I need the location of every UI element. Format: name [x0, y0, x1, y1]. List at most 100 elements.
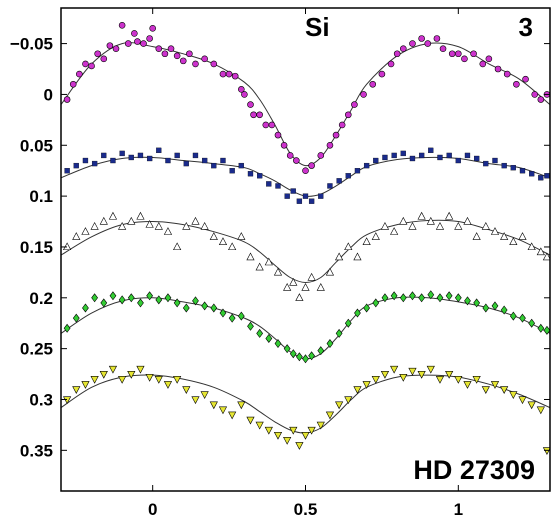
data-point — [353, 252, 362, 261]
data-point — [391, 152, 397, 159]
data-point — [266, 181, 272, 187]
data-point — [192, 296, 199, 306]
data-point — [500, 305, 508, 315]
data-point — [351, 101, 358, 108]
data-point — [154, 376, 163, 384]
data-point — [91, 160, 98, 167]
data-point — [302, 193, 309, 199]
data-point — [418, 152, 425, 159]
data-point — [174, 152, 180, 159]
data-point — [118, 376, 127, 384]
data-point — [219, 308, 227, 318]
x-tick-label: 1 — [454, 500, 463, 519]
data-point — [332, 131, 340, 139]
data-points — [63, 21, 550, 455]
data-point — [381, 293, 389, 303]
data-point — [518, 396, 527, 405]
data-point — [149, 25, 156, 32]
data-point — [264, 426, 273, 435]
data-point — [237, 311, 245, 321]
data-point — [127, 370, 136, 379]
data-point — [325, 411, 335, 420]
data-point — [461, 55, 468, 63]
data-point — [101, 152, 107, 159]
data-point — [182, 221, 191, 230]
data-point — [81, 227, 90, 235]
data-point — [537, 323, 545, 333]
data-point — [63, 323, 71, 333]
data-point — [200, 221, 209, 230]
data-point — [73, 162, 79, 169]
data-point — [231, 72, 239, 80]
data-point — [200, 391, 209, 400]
data-point — [296, 352, 303, 362]
data-point — [91, 293, 98, 303]
element-label: Si — [305, 12, 330, 42]
data-point — [155, 295, 163, 305]
data-point — [228, 313, 236, 323]
data-point — [417, 211, 426, 220]
data-point — [64, 168, 70, 174]
data-point — [492, 157, 498, 164]
data-point — [82, 157, 89, 164]
data-point — [335, 401, 344, 410]
data-point — [145, 374, 154, 382]
data-point — [519, 168, 526, 174]
data-point — [408, 221, 417, 230]
data-point — [408, 367, 417, 376]
data-point — [439, 45, 447, 52]
data-point — [173, 298, 181, 308]
data-point — [164, 293, 172, 303]
data-point — [289, 426, 298, 435]
data-point — [201, 157, 208, 164]
data-point — [247, 171, 254, 177]
data-point — [220, 157, 226, 164]
data-point — [353, 386, 362, 394]
data-point — [284, 193, 290, 199]
data-point — [418, 35, 425, 42]
data-point — [473, 298, 481, 308]
data-point — [378, 70, 386, 78]
data-point — [108, 211, 118, 220]
data-point — [210, 60, 218, 68]
data-point — [536, 406, 545, 415]
data-point — [136, 211, 145, 220]
fit-curve-1 — [61, 42, 550, 167]
data-point — [256, 328, 264, 338]
data-point — [186, 50, 193, 58]
data-point — [109, 291, 117, 301]
data-point — [63, 96, 71, 103]
data-point — [255, 421, 264, 430]
data-point — [124, 40, 132, 47]
data-point — [435, 376, 445, 384]
data-point — [173, 376, 182, 384]
data-point — [354, 168, 361, 174]
data-point — [338, 121, 346, 129]
data-point — [426, 365, 435, 374]
data-point — [211, 162, 217, 169]
data-point — [100, 55, 108, 63]
fit-curve-3 — [61, 219, 550, 284]
data-point — [335, 252, 344, 261]
data-point — [317, 152, 325, 159]
data-point — [390, 365, 399, 374]
data-point — [426, 216, 435, 225]
data-point — [344, 396, 353, 405]
data-point — [106, 42, 114, 49]
data-point — [536, 247, 545, 256]
x-tick-label: 0 — [148, 500, 157, 519]
data-point — [417, 370, 426, 379]
data-point — [380, 370, 390, 379]
data-point — [156, 147, 162, 154]
data-point — [182, 386, 191, 394]
data-point — [146, 35, 153, 42]
data-point — [163, 227, 173, 235]
data-point — [399, 45, 407, 52]
data-point — [146, 155, 153, 162]
data-point — [390, 227, 399, 235]
data-point — [192, 152, 199, 159]
data-point — [542, 447, 550, 455]
data-point — [531, 91, 539, 98]
data-point — [527, 401, 536, 410]
data-point — [63, 242, 72, 251]
